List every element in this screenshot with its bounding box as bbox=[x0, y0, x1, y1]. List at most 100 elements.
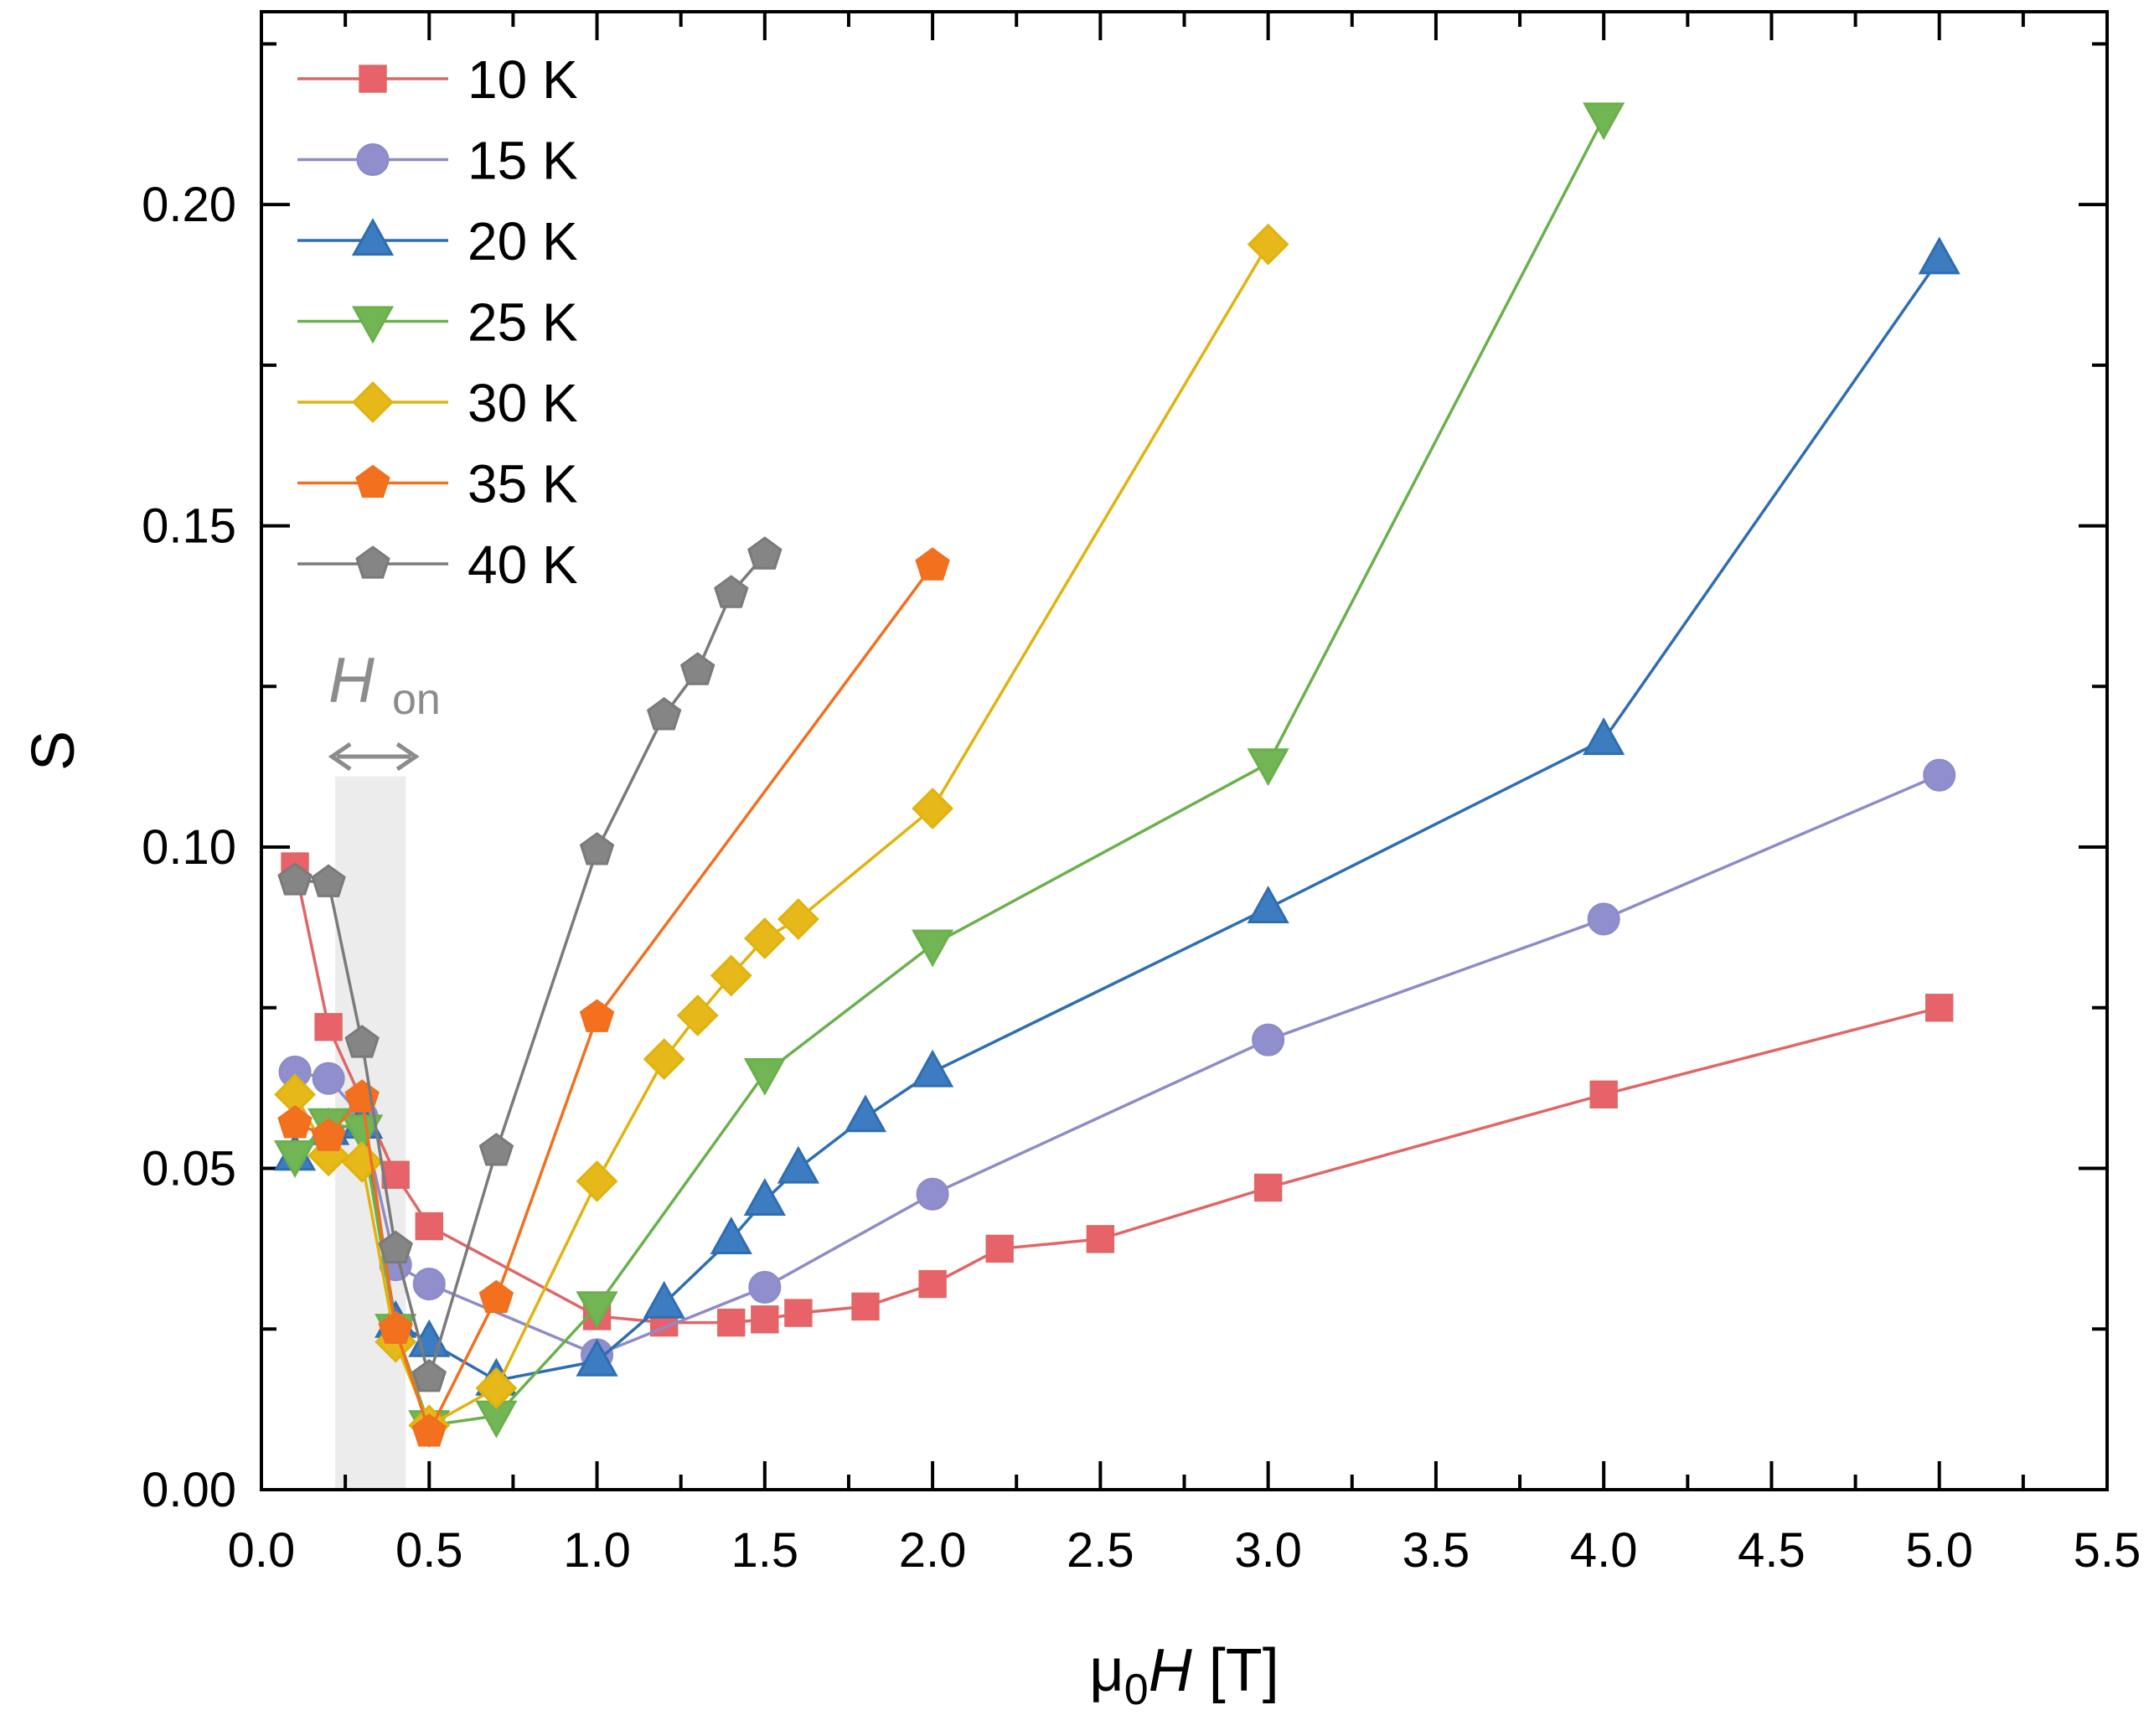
data-point bbox=[341, 1114, 384, 1153]
data-point bbox=[478, 1133, 514, 1166]
data-point bbox=[710, 1217, 752, 1255]
data-point bbox=[579, 999, 615, 1032]
legend-label: 20 K bbox=[468, 211, 578, 271]
legend-item: 20 K bbox=[297, 211, 578, 271]
x-tick-label: 2.0 bbox=[899, 1523, 967, 1578]
data-point bbox=[784, 1299, 813, 1327]
legend: 10 K 15 K 20 K 25 K 30 K 35 K 40 K bbox=[297, 49, 578, 595]
x-tick-label: 5.0 bbox=[1905, 1523, 1973, 1578]
data-point bbox=[751, 1305, 779, 1334]
data-point bbox=[915, 547, 950, 581]
hon-label-main: H bbox=[328, 645, 375, 716]
data-point bbox=[1587, 902, 1620, 936]
data-point bbox=[1247, 223, 1289, 266]
data-point bbox=[314, 1013, 343, 1041]
data-point bbox=[381, 1160, 410, 1189]
data-point bbox=[277, 862, 313, 896]
x-axis-title-subscript: 0 bbox=[1124, 1666, 1149, 1714]
legend-marker bbox=[355, 464, 390, 499]
data-point bbox=[911, 929, 954, 968]
data-point bbox=[1252, 1023, 1285, 1057]
hon-annotation: H on bbox=[328, 645, 441, 772]
hon-arrow-left-head bbox=[328, 741, 352, 772]
x-tick-label: 2.5 bbox=[1067, 1523, 1134, 1578]
legend-label: 25 K bbox=[468, 292, 578, 353]
series-35k bbox=[277, 547, 950, 1447]
data-point bbox=[1086, 1225, 1115, 1253]
axis-ticks-layer bbox=[260, 12, 2109, 1491]
series-line bbox=[293, 865, 1940, 1325]
data-point bbox=[743, 1057, 786, 1096]
x-tick-label: 0.5 bbox=[395, 1523, 463, 1578]
data-point bbox=[273, 1140, 317, 1179]
legend-marker bbox=[351, 218, 395, 256]
data-point bbox=[1925, 994, 1954, 1022]
legend-marker bbox=[356, 142, 390, 177]
data-point bbox=[679, 652, 715, 685]
x-tick-label: 4.5 bbox=[1738, 1523, 1805, 1578]
x-tick-label: 3.5 bbox=[1403, 1523, 1470, 1578]
x-tick-label: 3.0 bbox=[1234, 1523, 1302, 1578]
legend-label: 15 K bbox=[468, 131, 578, 191]
data-point bbox=[1918, 236, 1960, 275]
data-point bbox=[411, 1413, 447, 1447]
data-point bbox=[743, 917, 786, 959]
x-tick-label: 5.5 bbox=[2074, 1523, 2141, 1578]
legend-marker bbox=[351, 306, 395, 344]
data-point bbox=[714, 575, 749, 608]
data-point bbox=[643, 1280, 685, 1319]
data-point bbox=[1247, 886, 1289, 924]
legend-marker bbox=[352, 381, 394, 423]
series-layer bbox=[273, 102, 1960, 1449]
data-point bbox=[743, 1178, 786, 1216]
y-tick-label: 0.00 bbox=[142, 1463, 236, 1517]
data-point bbox=[312, 1062, 345, 1095]
data-point bbox=[1583, 102, 1625, 141]
data-point bbox=[777, 1145, 819, 1184]
x-tick-label: 1.5 bbox=[731, 1523, 798, 1578]
y-tick-label: 0.05 bbox=[142, 1142, 236, 1196]
data-point bbox=[916, 1177, 949, 1211]
x-axis-title-italic: H bbox=[1149, 1637, 1193, 1704]
data-point bbox=[576, 1160, 618, 1202]
data-point bbox=[1923, 758, 1956, 792]
hon-double-arrow-icon bbox=[328, 741, 420, 772]
data-point bbox=[717, 1308, 746, 1337]
data-point bbox=[643, 1038, 685, 1081]
data-point bbox=[311, 864, 346, 897]
legend-item: 30 K bbox=[297, 373, 578, 433]
x-axis-title-suffix: [T] bbox=[1192, 1637, 1279, 1704]
data-point bbox=[475, 1367, 518, 1409]
y-tick-label: 0.10 bbox=[142, 820, 236, 875]
data-point bbox=[985, 1234, 1014, 1263]
data-point bbox=[576, 1338, 618, 1377]
data-point bbox=[415, 1212, 443, 1241]
x-tick-label: 4.0 bbox=[1570, 1523, 1638, 1578]
data-point bbox=[844, 1094, 887, 1133]
data-point bbox=[676, 995, 719, 1036]
data-point bbox=[748, 1270, 782, 1304]
data-point bbox=[646, 697, 682, 731]
data-point bbox=[378, 1310, 413, 1344]
legend-marker bbox=[355, 545, 390, 579]
data-point bbox=[747, 536, 783, 570]
x-tick-label: 0.0 bbox=[228, 1523, 296, 1578]
data-point bbox=[412, 1268, 446, 1301]
data-point bbox=[579, 832, 615, 865]
legend-item: 10 K bbox=[297, 49, 578, 110]
legend-marker bbox=[359, 65, 387, 93]
plot-frame bbox=[260, 10, 2109, 1491]
legend-label: 30 K bbox=[468, 373, 578, 433]
data-point bbox=[918, 1269, 947, 1299]
data-point bbox=[710, 954, 752, 997]
x-axis-title: μ0H [T] bbox=[1089, 1637, 1279, 1714]
data-point bbox=[478, 1279, 514, 1314]
data-point bbox=[912, 788, 954, 829]
legend-item: 15 K bbox=[297, 131, 578, 191]
data-point bbox=[1589, 1080, 1618, 1109]
legend-item: 25 K bbox=[297, 292, 578, 353]
legend-label: 35 K bbox=[468, 454, 578, 514]
x-axis-title-prefix: μ bbox=[1089, 1637, 1124, 1704]
data-point bbox=[911, 1049, 954, 1088]
